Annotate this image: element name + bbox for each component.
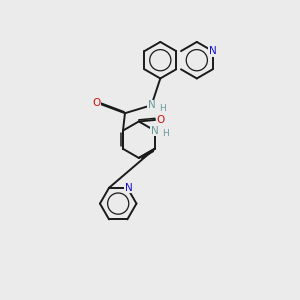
Text: N: N bbox=[125, 183, 133, 193]
Text: N: N bbox=[209, 46, 217, 56]
Text: O: O bbox=[157, 115, 165, 125]
Text: N: N bbox=[148, 100, 155, 110]
Text: H: H bbox=[162, 129, 169, 138]
Text: H: H bbox=[159, 104, 166, 113]
Text: O: O bbox=[92, 98, 100, 108]
Text: N: N bbox=[151, 126, 158, 136]
